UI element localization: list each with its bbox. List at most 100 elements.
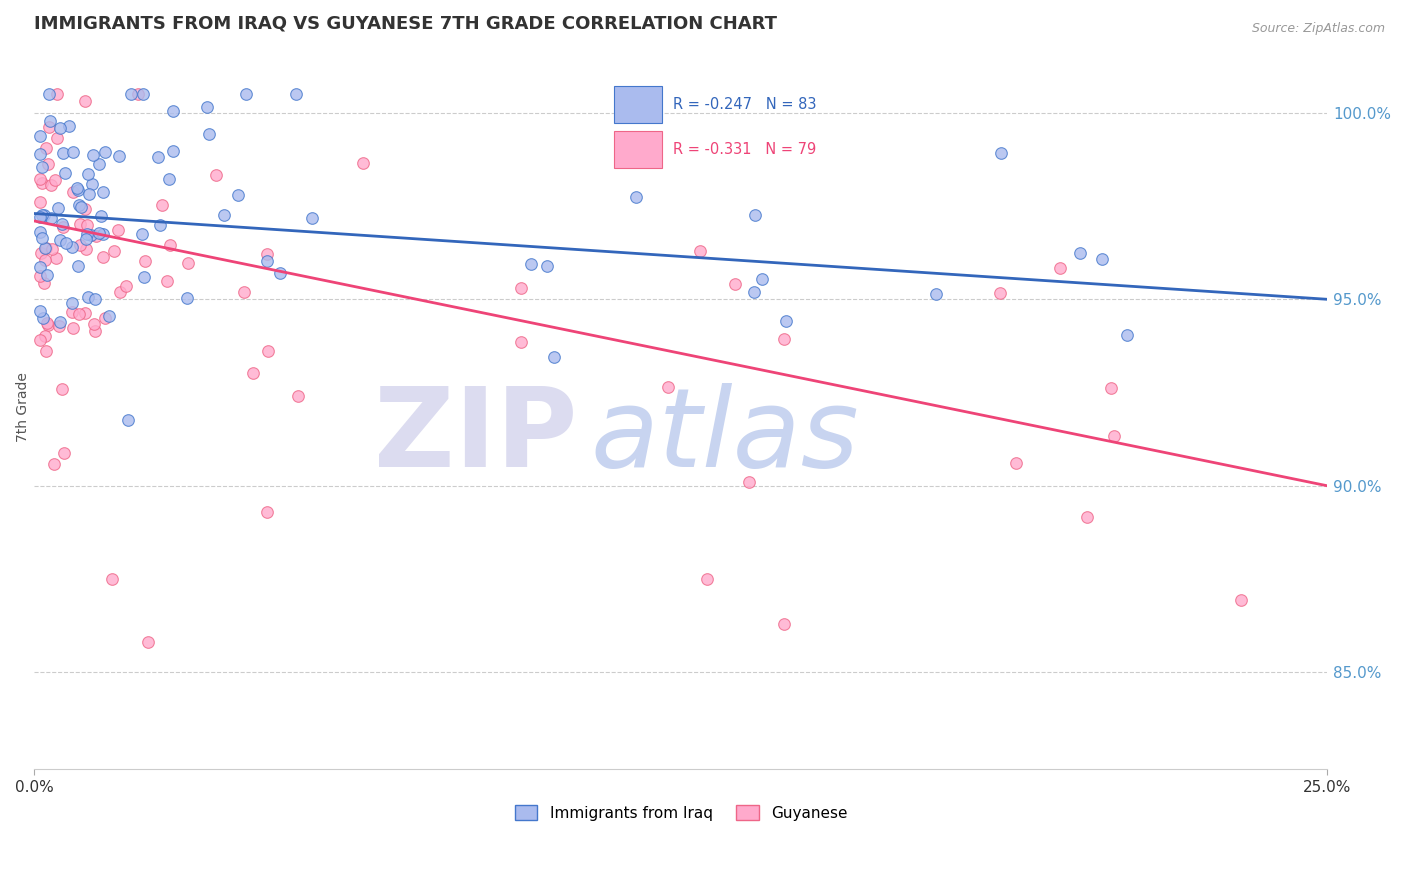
Point	[62, 185, 84, 199]
Point	[301, 211, 323, 225]
Point	[117, 413, 139, 427]
Point	[31, 176, 53, 190]
Point	[83, 318, 105, 332]
Point	[1076, 510, 1098, 524]
Point	[775, 313, 797, 327]
Point	[256, 246, 278, 260]
Point	[509, 281, 531, 295]
Point	[83, 325, 105, 339]
Point	[30, 269, 52, 284]
Point	[44, 457, 66, 471]
Point	[91, 185, 114, 199]
Point	[28, 128, 51, 143]
Point	[55, 235, 77, 250]
Text: ZIP: ZIP	[374, 383, 578, 490]
Point	[80, 177, 103, 191]
Point	[97, 310, 120, 324]
Point	[1091, 252, 1114, 266]
Point	[39, 113, 62, 128]
Point	[1102, 429, 1125, 443]
Text: Source: ZipAtlas.com: Source: ZipAtlas.com	[1251, 22, 1385, 36]
Point	[256, 505, 278, 519]
Point	[1116, 328, 1139, 343]
Point	[62, 321, 84, 335]
Point	[52, 446, 75, 460]
Point	[76, 227, 98, 242]
Point	[49, 233, 72, 247]
Point	[28, 304, 51, 318]
Point	[32, 208, 55, 222]
Point	[46, 201, 69, 215]
Point	[1099, 381, 1122, 395]
Point	[157, 171, 180, 186]
Point	[156, 274, 179, 288]
Point	[51, 382, 73, 396]
Point	[87, 157, 110, 171]
Point	[226, 188, 249, 202]
Point	[37, 157, 59, 171]
Point	[1049, 261, 1071, 276]
Point	[28, 210, 51, 224]
Point	[212, 208, 235, 222]
Point	[31, 160, 53, 174]
Point	[1069, 245, 1091, 260]
Point	[773, 616, 796, 631]
Point	[76, 218, 98, 232]
Point	[235, 87, 257, 102]
Point	[31, 311, 53, 326]
Point	[34, 253, 56, 268]
Point	[197, 127, 219, 141]
Point	[162, 144, 184, 158]
Point	[162, 104, 184, 119]
Point	[132, 87, 155, 102]
Point	[159, 237, 181, 252]
Point	[75, 243, 97, 257]
Point	[744, 208, 766, 222]
Point	[34, 329, 56, 343]
Point	[77, 187, 100, 202]
Point	[28, 260, 51, 274]
Point	[108, 149, 131, 163]
Point	[28, 194, 51, 209]
Point	[134, 254, 156, 268]
Point	[28, 225, 51, 239]
Point	[127, 87, 149, 102]
Point	[136, 635, 159, 649]
Point	[134, 270, 156, 285]
Point	[150, 198, 173, 212]
Point	[205, 168, 228, 182]
Point	[84, 229, 107, 244]
Point	[39, 211, 62, 225]
Point	[657, 380, 679, 394]
Point	[48, 319, 70, 334]
Point	[87, 226, 110, 240]
Point	[60, 239, 83, 253]
Point	[990, 146, 1012, 161]
Point	[69, 217, 91, 231]
Point	[28, 333, 51, 347]
Point	[41, 243, 63, 257]
Point	[131, 227, 153, 241]
Point	[44, 173, 66, 187]
Point	[195, 99, 218, 113]
Point	[773, 332, 796, 346]
Point	[751, 271, 773, 285]
Point	[67, 198, 90, 212]
Point	[988, 285, 1011, 300]
Point	[75, 95, 97, 109]
Point	[35, 343, 58, 358]
Point	[103, 244, 125, 259]
Point	[58, 119, 80, 133]
Point	[94, 311, 117, 326]
Point	[35, 268, 58, 282]
Point	[82, 147, 104, 161]
Point	[269, 266, 291, 280]
Point	[101, 572, 124, 586]
Point	[49, 121, 72, 136]
Point	[90, 209, 112, 223]
Point	[115, 278, 138, 293]
Point	[49, 315, 72, 329]
Point	[738, 475, 761, 490]
Point	[60, 296, 83, 310]
Point	[51, 217, 73, 231]
